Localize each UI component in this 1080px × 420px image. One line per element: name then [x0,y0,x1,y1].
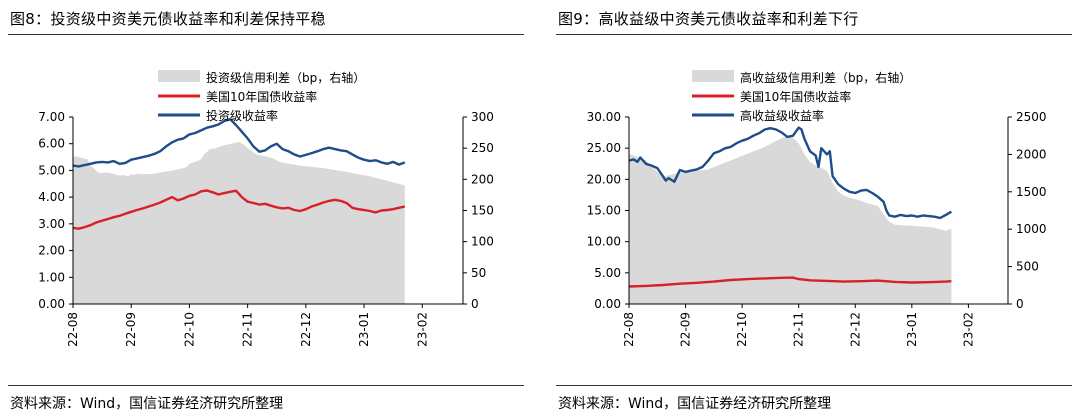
y-right-tick-label: 2500 [1016,110,1047,124]
source-note: 资料来源：Wind，国信证券经济研究所整理 [558,396,832,412]
title-rule [8,34,524,35]
x-tick-label: 22-11 [792,312,806,347]
y-left-tick-label: 5.00 [38,163,65,177]
x-tick-label: 22-12 [848,312,862,347]
source-rule [556,385,1072,386]
y-right-tick-label: 250 [471,141,494,155]
y-right-tick-label: 1000 [1016,222,1047,236]
y-left-tick-label: 25.00 [587,141,621,155]
legend-label: 美国10年国债收益率 [206,89,317,104]
y-left-tick-label: 0.00 [38,297,65,311]
legend-label: 美国10年国债收益率 [740,89,851,104]
y-left-tick-label: 5.00 [594,266,621,280]
chart-title: 图8：投资级中资美元债收益率和利差保持平稳 [10,10,326,28]
y-right-tick-label: 200 [471,172,494,186]
series-line [72,189,406,230]
chart-title: 图9：高收益级中资美元债收益率和利差下行 [558,10,859,28]
figure-8-panel: 图8：投资级中资美元债收益率和利差保持平稳 7.00 6.00 5.00 4.00 3.… [8,0,530,420]
x-tick-label: 22-09 [679,312,693,347]
y-left-tick-label: 20.00 [587,172,621,186]
chart-figure-8: 7.00 6.00 5.00 4.00 3.00 2.00 1.00 0.00 300 250 20… [38,70,494,347]
y-right-tick-label: 2000 [1016,147,1047,161]
legend-label: 投资级收益率 [206,108,278,123]
x-tick-label: 23-02 [415,312,429,347]
series-area [629,135,952,304]
y-left-tick-label: 6.00 [38,137,65,151]
legend-label: 投资级信用利差（bp，右轴） [206,70,365,85]
x-tick-label: 22-10 [735,312,749,347]
x-tick-label: 22-08 [622,312,636,347]
y-right-tick-label: 500 [1016,260,1039,274]
x-tick-label: 22-12 [299,312,313,347]
y-right-tick-label: 100 [471,235,494,249]
x-tick-label: 23-01 [357,312,371,347]
y-left-tick-label: 30.00 [587,110,621,124]
y-left-tick-label: 0.00 [594,297,621,311]
y-left-tick-label: 2.00 [38,244,65,258]
figure-9-panel: 图9：高收益级中资美元债收益率和利差下行 30.00 25.00 20.00 15.0… [556,0,1078,420]
y-right-tick-label: 150 [471,204,494,218]
x-tick-label: 22-08 [66,312,80,347]
y-left-tick-label: 3.00 [38,217,65,231]
x-tick-label: 22-11 [241,312,255,347]
series-area [73,141,405,304]
source-note: 资料来源：Wind，国信证券经济研究所整理 [10,396,284,412]
legend-swatch-area [158,70,200,82]
x-tick-label: 23-01 [905,312,919,347]
y-right-tick-label: 0 [471,297,479,311]
y-left-tick-label: 1.00 [38,270,65,284]
source-rule [8,385,524,386]
y-right-tick-label: 50 [471,266,486,280]
y-right-tick-label: 1500 [1016,185,1047,199]
series-line [628,276,952,288]
y-left-tick-label: 4.00 [38,190,65,204]
y-right-tick-label: 300 [471,110,494,124]
y-right-tick-label: 0 [1016,297,1024,311]
x-tick-label: 23-02 [961,312,975,347]
title-rule [556,34,1072,35]
legend-swatch-area [692,70,734,82]
series-line [628,126,952,220]
x-tick-label: 22-10 [182,312,196,347]
y-left-tick-label: 7.00 [38,110,65,124]
legend-label: 高收益级收益率 [740,108,824,123]
y-left-tick-label: 10.00 [587,235,621,249]
legend-label: 高收益级信用利差（bp，右轴） [740,70,911,85]
chart-figure-9: 30.00 25.00 20.00 15.00 10.00 5.00 0.00 2500 200… [587,70,1047,347]
series-line [72,117,406,168]
x-tick-label: 22-09 [124,312,138,347]
y-left-tick-label: 15.00 [587,204,621,218]
